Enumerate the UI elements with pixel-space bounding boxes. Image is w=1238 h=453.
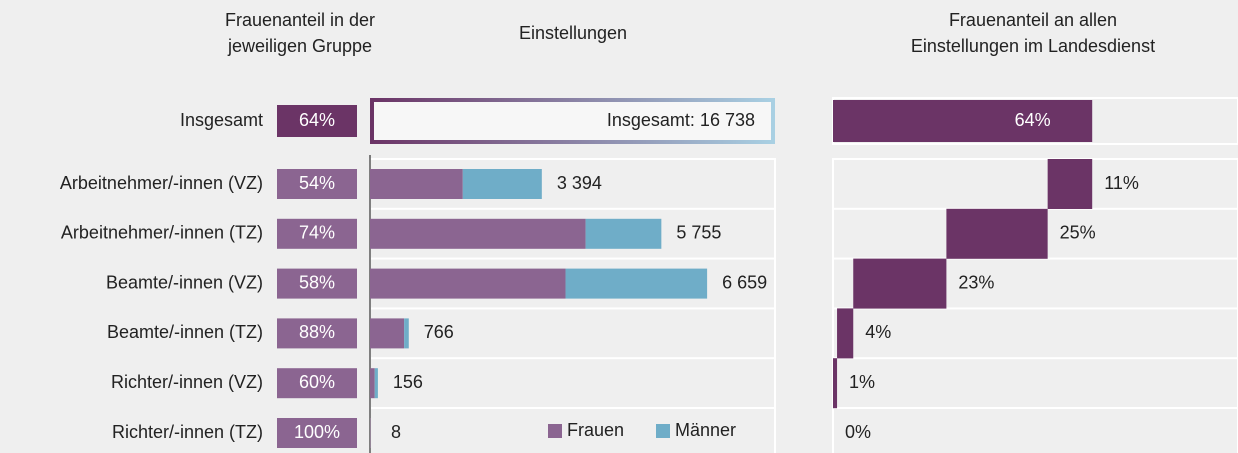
share-label: 58% xyxy=(299,272,335,292)
bar-maenner xyxy=(404,318,409,349)
portion-bar xyxy=(853,258,947,309)
bar-maenner xyxy=(374,368,378,399)
share-box xyxy=(277,268,357,299)
row-panel xyxy=(832,307,1238,360)
portion-label: 1% xyxy=(849,372,875,392)
portion-label: 0% xyxy=(845,422,871,442)
row-panel xyxy=(369,357,776,410)
share-label: 74% xyxy=(299,223,335,243)
value-label: 5 755 xyxy=(676,223,721,243)
bar-maenner xyxy=(565,268,708,299)
total-label: Insgesamt: 16 738 xyxy=(607,110,755,130)
legend-label: Männer xyxy=(675,420,736,440)
row-label: Insgesamt xyxy=(180,110,263,130)
bar-frauen xyxy=(370,169,463,199)
portion-bar xyxy=(833,358,838,409)
portion-bar xyxy=(946,208,1048,259)
share-label: 88% xyxy=(299,322,335,342)
row-panel xyxy=(369,307,776,360)
share-box xyxy=(277,418,357,448)
row-label: Arbeitnehmer/-innen (TZ) xyxy=(61,223,263,243)
bar-frauen xyxy=(370,268,566,299)
legend-swatch xyxy=(656,424,670,438)
portion-bar xyxy=(837,308,854,359)
legend-swatch xyxy=(548,424,562,438)
row-label: Richter/-innen (TZ) xyxy=(112,422,263,442)
value-label: 156 xyxy=(393,372,423,392)
portion-label: 25% xyxy=(1060,223,1096,243)
share-label: 54% xyxy=(299,173,335,193)
legend-label: Frauen xyxy=(567,420,624,440)
row-label: Richter/-innen (VZ) xyxy=(111,372,263,392)
column-title: Frauenanteil an allen xyxy=(949,10,1117,30)
row-label: Beamte/-innen (VZ) xyxy=(106,272,263,292)
portion-bar xyxy=(833,100,1093,142)
row-panel xyxy=(832,158,1238,210)
bar-maenner xyxy=(462,169,542,199)
bar-maenner xyxy=(585,218,662,249)
portion-bar xyxy=(1047,159,1093,209)
share-label: 100% xyxy=(294,422,340,442)
bar-frauen xyxy=(370,368,375,399)
share-label: 64% xyxy=(299,110,335,130)
row-label: Beamte/-innen (TZ) xyxy=(107,322,263,342)
share-box xyxy=(277,169,357,199)
share-box xyxy=(277,218,357,249)
portion-label: 4% xyxy=(865,322,891,342)
total-box xyxy=(370,98,775,144)
portion-label: 64% xyxy=(1015,110,1051,130)
bar-frauen xyxy=(370,318,405,349)
portion-label: 11% xyxy=(1104,173,1139,193)
share-box xyxy=(277,105,357,137)
column-title: Frauenanteil in der xyxy=(225,10,375,30)
row-panel xyxy=(832,357,1238,410)
column-title: Einstellungen xyxy=(519,23,627,43)
portion-label: 23% xyxy=(958,272,994,292)
share-label: 60% xyxy=(299,372,335,392)
value-label: 6 659 xyxy=(722,272,767,292)
row-label: Arbeitnehmer/-innen (VZ) xyxy=(60,173,263,193)
value-label: 3 394 xyxy=(557,173,602,193)
bar-frauen xyxy=(370,218,586,249)
row-panel xyxy=(369,407,776,453)
share-box xyxy=(277,318,357,349)
share-box xyxy=(277,368,357,399)
value-label: 766 xyxy=(424,322,454,342)
column-title: Einstellungen im Landesdienst xyxy=(911,36,1155,56)
column-title: jeweiligen Gruppe xyxy=(227,36,372,56)
value-label: 8 xyxy=(391,422,401,442)
row-panel xyxy=(832,407,1238,453)
